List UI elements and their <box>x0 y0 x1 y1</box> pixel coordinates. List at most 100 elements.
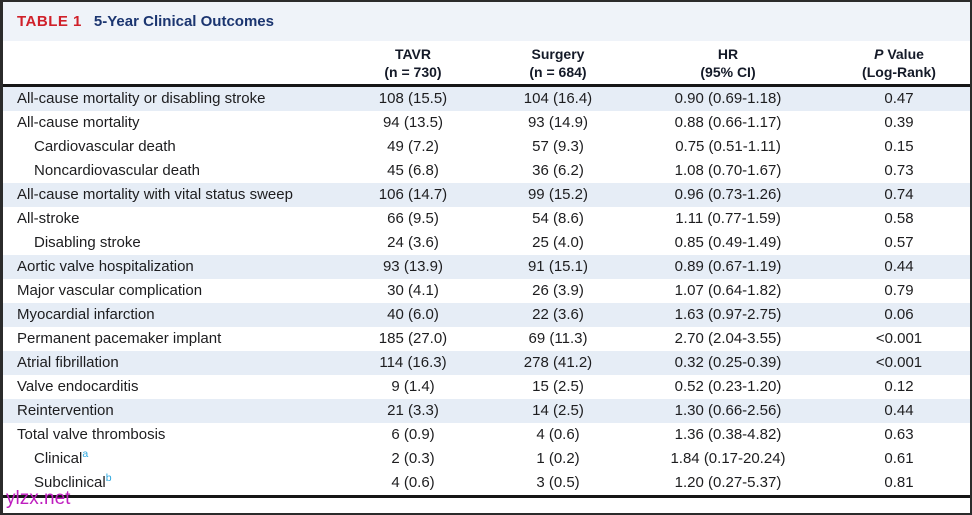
hr-value: 0.90 (0.69-1.18) <box>674 90 782 107</box>
endpoint-label: Atrial fibrillation <box>17 354 119 371</box>
table-row: Noncardiovascular death 45 (6.8) 36 (6.2… <box>3 159 970 183</box>
hr-value: 1.36 (0.38-4.82) <box>674 426 782 443</box>
hr-value: 1.20 (0.27-5.37) <box>674 474 782 491</box>
hr-value: 1.11 (0.77-1.59) <box>675 210 781 227</box>
table-row: Total valve thrombosis 6 (0.9) 4 (0.6) 1… <box>3 423 970 447</box>
table-header-row: TAVR (n = 730) Surgery (n = 684) HR (95%… <box>3 41 970 87</box>
surgery-value: 4 (0.6) <box>536 426 580 443</box>
p-value: 0.06 <box>884 306 914 323</box>
p-value: <0.001 <box>875 354 923 371</box>
surgery-value: 69 (11.3) <box>528 330 588 347</box>
hr-value: 1.30 (0.66-2.56) <box>674 402 782 419</box>
table-row: Disabling stroke 24 (3.6) 25 (4.0) 0.85 … <box>3 231 970 255</box>
hr-value: 1.07 (0.64-1.82) <box>674 282 782 299</box>
hr-value: 0.52 (0.23-1.20) <box>674 378 782 395</box>
tavr-value: 185 (27.0) <box>378 330 448 347</box>
hr-value: 0.85 (0.49-1.49) <box>674 234 782 251</box>
table-row: Major vascular complication 30 (4.1) 26 … <box>3 279 970 303</box>
pvalue-column-header: P Value (Log-Rank) <box>862 45 936 80</box>
table-row: Cardiovascular death 49 (7.2) 57 (9.3) 0… <box>3 135 970 159</box>
table-row: Valve endocarditis 9 (1.4) 15 (2.5) 0.52… <box>3 375 970 399</box>
table-row: Clinicala 2 (0.3) 1 (0.2) 1.84 (0.17-20.… <box>3 447 970 471</box>
p-value: 0.79 <box>884 282 914 299</box>
surgery-value: 22 (3.6) <box>532 306 584 323</box>
hr-value: 1.08 (0.70-1.67) <box>674 162 782 179</box>
tavr-value: 9 (1.4) <box>391 378 435 395</box>
hr-value: 1.63 (0.97-2.75) <box>674 306 782 323</box>
surgery-value: 3 (0.5) <box>536 474 580 491</box>
surgery-value: 25 (4.0) <box>532 234 584 251</box>
endpoint-label: Major vascular complication <box>17 282 203 299</box>
tavr-value: 49 (7.2) <box>387 138 439 155</box>
p-value: 0.61 <box>884 450 914 467</box>
table-row: All-cause mortality 94 (13.5) 93 (14.9) … <box>3 111 970 135</box>
hr-column-header: HR (95% CI) <box>700 45 756 80</box>
tavr-value: 94 (13.5) <box>382 114 444 131</box>
surgery-value: 93 (14.9) <box>527 114 589 131</box>
surgery-value: 1 (0.2) <box>536 450 580 467</box>
endpoint-label: Aortic valve hospitalization <box>17 258 194 275</box>
p-value: 0.15 <box>884 138 914 155</box>
surgery-value: 104 (16.4) <box>523 90 593 107</box>
tavr-value: 40 (6.0) <box>387 306 439 323</box>
table-row: Aortic valve hospitalization 93 (13.9) 9… <box>3 255 970 279</box>
surgery-value: 36 (6.2) <box>532 162 584 179</box>
endpoint-label: All-cause mortality <box>17 114 140 131</box>
surgery-value: 278 (41.2) <box>523 354 593 371</box>
tavr-value: 93 (13.9) <box>382 258 444 275</box>
endpoint-label: Myocardial infarction <box>17 306 155 323</box>
surgery-column-header: Surgery (n = 684) <box>529 45 587 80</box>
surgery-value: 14 (2.5) <box>532 402 584 419</box>
tavr-value: 66 (9.5) <box>387 210 439 227</box>
tavr-value: 108 (15.5) <box>378 90 448 107</box>
table-row: Reintervention 21 (3.3) 14 (2.5) 1.30 (0… <box>3 399 970 423</box>
footnote-marker: b <box>105 472 112 484</box>
tavr-value: 114 (16.3) <box>379 354 447 371</box>
p-value: 0.57 <box>884 234 914 251</box>
hr-value: 0.96 (0.73-1.26) <box>674 186 782 203</box>
hr-value: 1.84 (0.17-20.24) <box>670 450 786 467</box>
hr-value: 0.88 (0.66-1.17) <box>674 114 782 131</box>
endpoint-label: All-cause mortality with vital status sw… <box>17 186 293 203</box>
endpoint-label: All-stroke <box>17 210 80 227</box>
endpoint-label: Total valve thrombosis <box>17 426 166 443</box>
table-row: All-cause mortality or disabling stroke … <box>3 87 970 111</box>
p-value: 0.63 <box>884 426 914 443</box>
tavr-value: 24 (3.6) <box>387 234 439 251</box>
hr-value: 0.89 (0.67-1.19) <box>674 258 782 275</box>
surgery-value: 91 (15.1) <box>527 258 589 275</box>
table-body: All-cause mortality or disabling stroke … <box>3 87 970 498</box>
hr-value: 0.32 (0.25-0.39) <box>674 354 782 371</box>
tavr-value: 2 (0.3) <box>391 450 435 467</box>
endpoint-label: Permanent pacemaker implant <box>17 330 222 347</box>
surgery-value: 99 (15.2) <box>527 186 589 203</box>
p-value: 0.39 <box>884 114 914 131</box>
tavr-value: 21 (3.3) <box>387 402 439 419</box>
endpoint-label: Reintervention <box>17 402 114 419</box>
surgery-value: 15 (2.5) <box>532 378 584 395</box>
p-value: 0.58 <box>884 210 914 227</box>
tavr-value: 106 (14.7) <box>378 186 448 203</box>
surgery-value: 26 (3.9) <box>532 282 584 299</box>
hr-value: 0.75 (0.51-1.11) <box>675 138 781 155</box>
surgery-value: 54 (8.6) <box>532 210 584 227</box>
watermark: ylzx.net <box>6 488 71 509</box>
tavr-value: 30 (4.1) <box>387 282 439 299</box>
endpoint-label: All-cause mortality or disabling stroke <box>17 90 266 107</box>
hr-value: 2.70 (2.04-3.55) <box>674 330 782 347</box>
endpoint-label: Clinical <box>34 450 83 467</box>
endpoint-label: Subclinical <box>34 474 106 491</box>
endpoint-label: Cardiovascular death <box>34 138 176 155</box>
table-number-label: TABLE 1 <box>17 13 82 30</box>
endpoint-label: Disabling stroke <box>34 234 141 251</box>
table-row: Atrial fibrillation 114 (16.3) 278 (41.2… <box>3 351 970 375</box>
table-row: All-cause mortality with vital status sw… <box>3 183 970 207</box>
table-row: Subclinicalb 4 (0.6) 3 (0.5) 1.20 (0.27-… <box>3 471 970 495</box>
p-value: 0.47 <box>884 90 914 107</box>
footnote-marker: a <box>82 448 89 460</box>
table-row: Myocardial infarction 40 (6.0) 22 (3.6) … <box>3 303 970 327</box>
p-value: 0.12 <box>884 378 914 395</box>
table-row: Permanent pacemaker implant 185 (27.0) 6… <box>3 327 970 351</box>
p-value: 0.73 <box>884 162 914 179</box>
